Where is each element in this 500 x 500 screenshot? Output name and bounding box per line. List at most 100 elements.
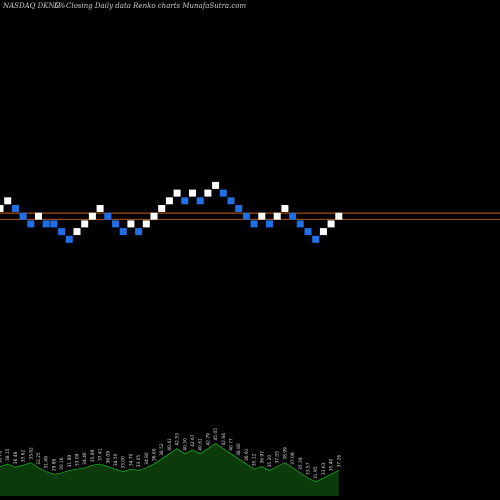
volume-label: 42.79 <box>205 433 211 446</box>
volume-label: 42.84 <box>221 433 227 446</box>
volume-label: 30.16 <box>59 457 65 470</box>
volume-label: 33.57 <box>306 462 312 475</box>
renko-brick-up <box>73 228 81 236</box>
volume-label: 29.88 <box>51 458 57 471</box>
volume-label: 45.05 <box>213 428 219 441</box>
volume-label: 36.09 <box>105 451 111 464</box>
volume-label: 38.52 <box>159 443 165 456</box>
volume-label: 34.46 <box>82 452 88 465</box>
volume-label: 36.78 <box>0 451 4 464</box>
renko-brick-down <box>58 228 66 236</box>
volume-line <box>0 443 339 483</box>
volume-label: 35.28 <box>298 457 304 470</box>
renko-brick-down <box>135 228 143 236</box>
renko-brick-up <box>335 212 343 220</box>
renko-brick-up <box>150 212 158 220</box>
renko-brick-up <box>273 212 281 220</box>
volume-label: 35.20 <box>267 455 273 468</box>
volume-label: 31.49 <box>44 456 50 469</box>
renko-brick-down <box>289 212 297 220</box>
volume-label: 40.50 <box>182 438 188 451</box>
renko-brick-down <box>235 205 243 212</box>
renko-brick-up <box>212 181 220 189</box>
renko-brick-down <box>104 212 112 220</box>
renko-brick-down <box>219 189 227 197</box>
renko-bricks <box>0 181 343 243</box>
renko-brick-up <box>165 197 173 205</box>
renko-brick-up <box>189 189 196 197</box>
renko-brick-down <box>181 197 189 205</box>
renko-brick-up <box>204 189 212 197</box>
renko-brick-down <box>196 197 204 205</box>
renko-brick-down <box>65 235 73 243</box>
volume-label: 35.12 <box>252 453 258 466</box>
volume-label: 35.89 <box>90 450 96 463</box>
renko-brick-down <box>266 220 273 228</box>
renko-brick-up <box>4 197 12 205</box>
volume-label: 33.09 <box>75 453 81 466</box>
renko-brick-up <box>258 212 266 220</box>
volume-label: 31.95 <box>313 466 319 479</box>
volume-label: 37.05 <box>275 451 281 464</box>
renko-brick-up <box>319 228 327 236</box>
volume-label: 38.80 <box>236 443 242 456</box>
renko-brick-up <box>281 205 289 212</box>
renko-brick-down <box>312 235 320 243</box>
renko-brick-down <box>50 220 58 228</box>
renko-brick-up <box>173 189 181 197</box>
volume-label: 36.60 <box>152 448 158 461</box>
renko-brick-down <box>250 220 258 228</box>
volume-label: 32.25 <box>36 452 42 465</box>
renko-brick-up <box>127 220 135 228</box>
renko-brick-down <box>296 220 304 228</box>
renko-brick-down <box>19 212 27 220</box>
renko-brick-up <box>81 220 89 228</box>
volume-label: 34.80 <box>144 452 150 465</box>
renko-brick-down <box>242 212 250 220</box>
volume-label: 34.70 <box>128 453 134 466</box>
chart-header-symbol: NASDAQ DKNG <box>2 2 61 10</box>
volume-label: 36.48 <box>13 451 19 464</box>
chart-header-percent: 5% <box>54 2 65 10</box>
renko-brick-up <box>35 212 42 220</box>
renko-brick-up <box>96 205 104 212</box>
renko-brick-up <box>88 212 96 220</box>
volume-label: 36.91 <box>244 448 250 461</box>
volume-panel: 36.78 38.15 36.48 35.62 33.82 32.25 31.49 29.88… <box>0 428 342 496</box>
renko-brick-up <box>327 220 335 228</box>
renko-brick-up <box>158 205 166 212</box>
volume-label: 40.41 <box>167 438 173 451</box>
volume-label: 42.67 <box>190 434 196 447</box>
volume-area <box>0 443 339 496</box>
reference-lines <box>0 212 500 220</box>
volume-label: 35.40 <box>329 458 335 471</box>
volume-label: 33.82 <box>28 447 34 460</box>
renko-brick-down <box>112 220 119 228</box>
volume-label: 37.09 <box>290 452 296 465</box>
renko-brick-down <box>304 228 312 236</box>
renko-brick-down <box>27 220 35 228</box>
volume-label: 40.61 <box>198 438 204 451</box>
volume-label: 33.00 <box>121 456 127 469</box>
volume-label: 36.97 <box>259 451 265 464</box>
volume-label: 33.63 <box>321 462 327 475</box>
renko-brick-down <box>42 220 50 228</box>
volume-label: 38.15 <box>5 448 11 461</box>
volume-label: 42.53 <box>175 433 181 446</box>
renko-brick-down <box>119 228 127 236</box>
volume-label: 37.41 <box>98 448 104 461</box>
renko-brick-down <box>11 205 19 212</box>
renko-brick-up <box>142 220 150 228</box>
renko-brick-up <box>0 205 4 212</box>
renko-brick-down <box>227 197 235 205</box>
volume-label: 33.05 <box>136 455 142 468</box>
volume-label: 34.50 <box>113 453 119 466</box>
volume-label: 31.89 <box>67 455 73 468</box>
chart-header-subtitle: Closing Daily data Renko charts MunafaSu… <box>66 2 246 10</box>
volume-label: 38.99 <box>282 447 288 460</box>
volume-label: 37.26 <box>336 455 342 468</box>
volume-label: 35.62 <box>21 450 27 463</box>
volume-label: 40.77 <box>229 438 235 451</box>
